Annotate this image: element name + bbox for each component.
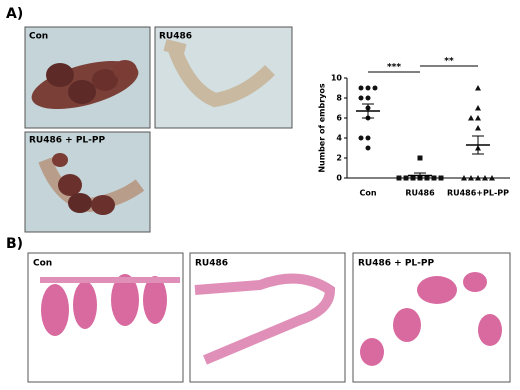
point — [468, 175, 474, 181]
point — [475, 105, 481, 111]
point — [365, 135, 371, 141]
point — [417, 155, 423, 161]
significance-label: *** — [387, 63, 401, 73]
point — [365, 95, 371, 101]
point — [358, 135, 364, 141]
section — [189, 252, 346, 383]
point — [424, 175, 430, 181]
y-axis-label: Number of embryos — [318, 83, 327, 173]
panel-label: A) — [6, 6, 23, 22]
point — [475, 85, 481, 91]
significance-label: ** — [444, 57, 454, 67]
point — [372, 85, 378, 91]
point — [461, 175, 467, 181]
section — [352, 252, 511, 383]
point — [431, 175, 437, 181]
point — [475, 125, 481, 131]
section-label: Con — [33, 259, 52, 269]
y-tick-label: 0 — [336, 174, 342, 183]
point — [396, 175, 402, 181]
panel-label: B) — [6, 236, 23, 252]
photo — [24, 26, 151, 129]
photo-label: RU486 — [159, 32, 192, 42]
y-tick-label: 2 — [336, 154, 342, 163]
point — [403, 175, 409, 181]
section — [27, 252, 184, 383]
point — [468, 115, 474, 121]
section-label: RU486 — [195, 259, 228, 269]
y-tick-label: 4 — [336, 134, 342, 143]
point — [438, 175, 444, 181]
photo-label: RU486 + PL-PP — [29, 136, 105, 146]
photo-label: Con — [29, 32, 48, 42]
point — [475, 175, 481, 181]
x-tick-label: Con — [359, 189, 376, 198]
section-label: RU486 + PL-PP — [358, 259, 434, 269]
point — [489, 175, 495, 181]
y-tick-label: 10 — [331, 74, 343, 83]
point — [475, 115, 481, 121]
photo — [154, 26, 293, 129]
point — [358, 85, 364, 91]
point — [365, 85, 371, 91]
x-tick-label: RU486+PL-PP — [447, 189, 509, 198]
x-tick-label: RU486 — [405, 189, 435, 198]
photo — [24, 131, 151, 233]
y-tick-label: 8 — [336, 94, 342, 103]
point — [365, 145, 371, 151]
point — [482, 175, 488, 181]
point — [410, 175, 416, 181]
point — [358, 95, 364, 101]
y-tick-label: 6 — [336, 114, 342, 123]
